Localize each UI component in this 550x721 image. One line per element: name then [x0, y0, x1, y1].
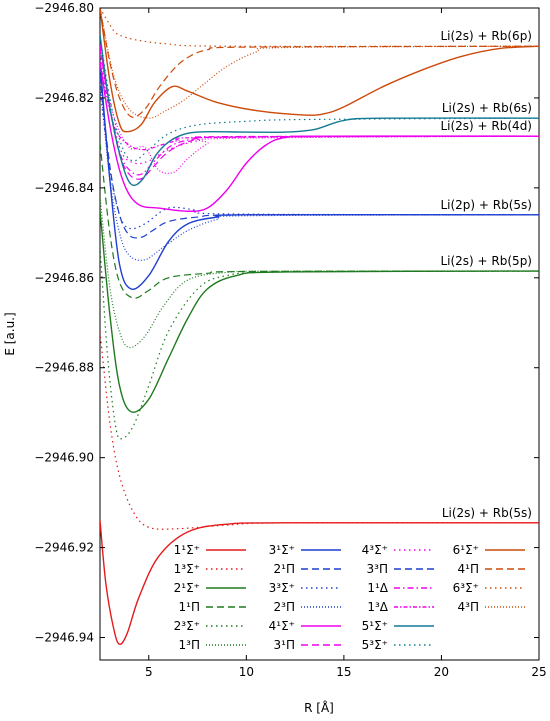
legend-label: 1¹Δ	[367, 581, 388, 595]
series-1-line	[100, 331, 539, 530]
series-layer	[100, 8, 539, 646]
x-axis-ticks: 5 10 15 20 25	[145, 8, 547, 679]
legend-label: 4¹Π	[458, 562, 479, 576]
x-tick-label: 10	[239, 665, 254, 679]
y-tick-label: −2946.82	[34, 91, 94, 105]
series-18-line	[100, 8, 539, 133]
x-axis-label: R [Å]	[304, 700, 334, 715]
y-tick-label: −2946.88	[34, 361, 94, 375]
y-tick-label: −2946.84	[34, 181, 94, 195]
legend-label: 6¹Σ⁺	[453, 543, 479, 557]
legend-label: 2¹Π	[274, 562, 295, 576]
y-axis-label: E [a.u.]	[3, 312, 17, 355]
legend-label: 3³Σ⁺	[269, 581, 295, 595]
series-3-line	[100, 246, 539, 440]
legend-label: 3¹Π	[274, 638, 295, 652]
series-14-line	[100, 52, 539, 174]
series-0-line	[100, 520, 539, 646]
asymptote-label: Li(2s) + Rb(6s)	[442, 101, 532, 115]
legend-label: 5¹Σ⁺	[362, 619, 388, 633]
series-4-line	[100, 142, 539, 299]
legend-label: 5³Σ⁺	[362, 638, 388, 652]
asymptote-label: Li(2s) + Rb(6p)	[440, 29, 532, 43]
legend-label: 2³Π	[274, 600, 295, 614]
legend-label: 1³Δ	[367, 600, 388, 614]
series-17-line	[100, 34, 539, 162]
series-2-line	[100, 210, 539, 413]
y-tick-label: −2946.92	[34, 541, 94, 555]
plot-frame	[99, 7, 540, 661]
legend-label: 1³Σ⁺	[174, 562, 200, 576]
legend-label: 1¹Σ⁺	[174, 543, 200, 557]
legend-label: 3¹Σ⁺	[269, 543, 295, 557]
asymptote-label: Li(2s) + Rb(4d)	[440, 119, 532, 133]
x-tick-label: 20	[434, 665, 449, 679]
y-tick-label: −2946.90	[34, 451, 94, 465]
series-15-line	[100, 61, 539, 151]
series-8-line	[100, 88, 539, 230]
x-tick-label: 25	[531, 665, 546, 679]
y-tick-label: −2946.86	[34, 271, 94, 285]
y-tick-label: −2946.94	[34, 631, 94, 645]
x-tick-label: 5	[145, 665, 153, 679]
series-9-line	[100, 79, 539, 261]
x-tick-label: 15	[336, 665, 351, 679]
legend-label: 1¹Π	[179, 600, 200, 614]
legend-label: 4³Σ⁺	[362, 543, 388, 557]
series-19-line	[100, 8, 539, 118]
asymptote-label: Li(2p) + Rb(5s)	[440, 198, 532, 212]
legend-label: 4¹Σ⁺	[269, 619, 295, 633]
series-5-line	[100, 196, 539, 349]
legend-label: 3³Π	[367, 562, 388, 576]
legend: 1¹Σ⁺ 1³Σ⁺ 2¹Σ⁺ 1¹Π 2³Σ⁺ 1³Π 3¹Σ⁺ 2¹Π 3³Σ⁺ 2³Π 4¹Σ⁺…	[174, 543, 525, 652]
asymptote-label: Li(2s) + Rb(5p)	[440, 254, 532, 268]
legend-label: 1³Π	[179, 638, 200, 652]
legend-label: 4³Π	[458, 600, 479, 614]
series-7-line	[100, 75, 539, 239]
legend-label: 2¹Σ⁺	[174, 581, 200, 595]
legend-label: 6³Σ⁺	[453, 581, 479, 595]
series-20-line	[100, 8, 539, 47]
legend-label: 2³Σ⁺	[174, 619, 200, 633]
y-axis-ticks: −2946.94 −2946.92 −2946.90 −2946.88 −2946.86…	[34, 1, 539, 645]
y-tick-label: −2946.80	[34, 1, 94, 15]
asymptote-labels: Li(2s) + Rb(6p) Li(2s) + Rb(6s) Li(2s) + R…	[440, 29, 532, 520]
asymptote-label: Li(2s) + Rb(5s)	[442, 506, 532, 520]
series-16-line	[100, 34, 539, 187]
